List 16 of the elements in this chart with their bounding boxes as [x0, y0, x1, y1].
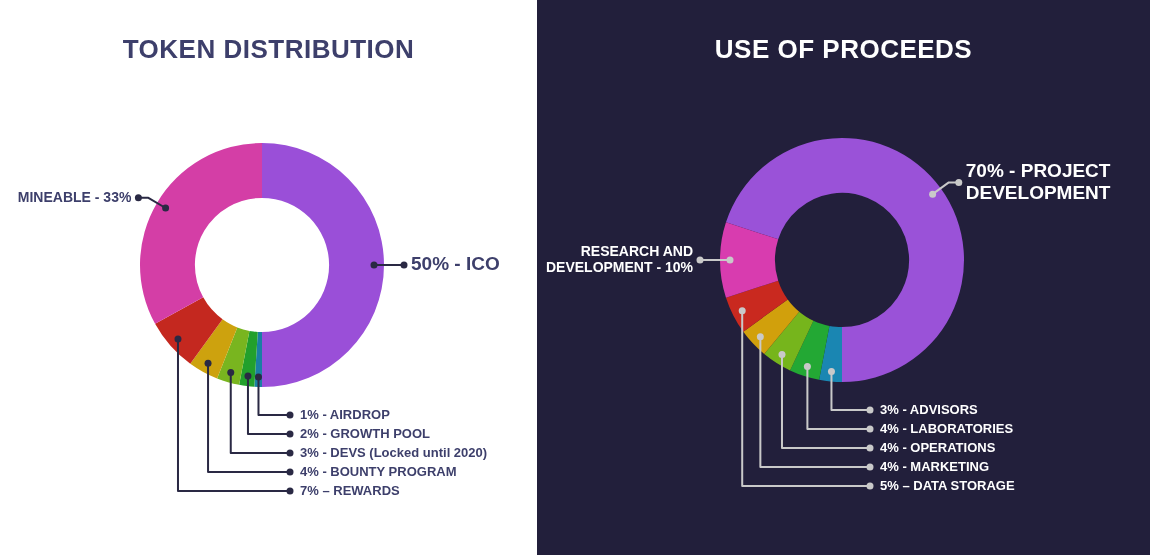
slice-label: 4% - BOUNTY PROGRAM [300, 463, 457, 479]
slice-label: 2% - GROWTH POOL [300, 425, 431, 441]
slice-label: 5% – DATA STORAGE [880, 477, 1015, 493]
slice-label: 7% – REWARDS [300, 482, 401, 498]
slice-label: MINEABLE - 33% [17, 188, 132, 205]
slice-label: 3% - ADVISORS [880, 401, 979, 417]
slice-label: RESEARCH AND DEVELOPMENT - 10% [545, 242, 694, 275]
chart-title: TOKEN DISTRIBUTION [121, 34, 416, 65]
chart-title: USE OF PROCEEDS [713, 34, 974, 65]
slice-label: 4% - MARKETING [880, 458, 990, 474]
slice-label: 4% - LABORATORIES [880, 420, 1014, 436]
slice-label: 4% - OPERATIONS [880, 439, 996, 455]
slice-label: 70% - PROJECT DEVELOPMENT [965, 159, 1111, 203]
slice-label: 3% - DEVS (Locked until 2020) [300, 444, 488, 460]
slice-label: 50% - ICO [411, 253, 500, 275]
slice-label: 1% - AIRDROP [300, 406, 391, 422]
